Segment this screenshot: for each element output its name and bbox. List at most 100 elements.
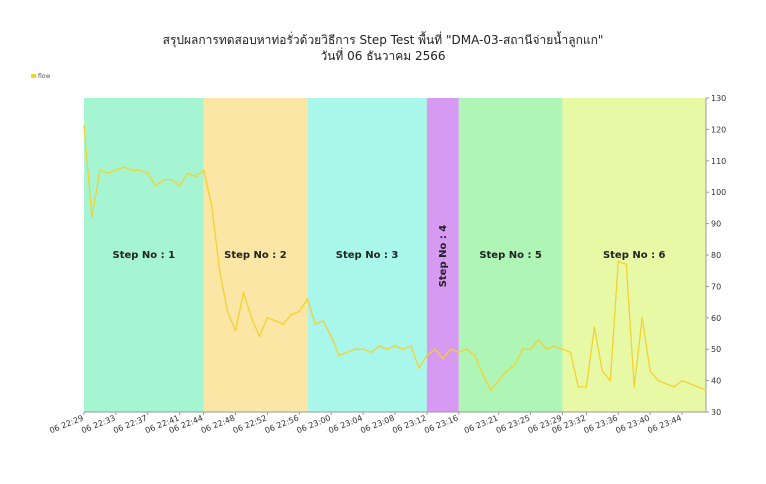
- data-point: [641, 316, 644, 319]
- data-point: [362, 348, 365, 351]
- data-point: [330, 335, 333, 338]
- data-point: [354, 348, 357, 351]
- x-tick-label: 06 23:44: [646, 414, 683, 436]
- x-tick-label: 06 23:21: [463, 414, 500, 436]
- data-point: [346, 351, 349, 354]
- data-point: [234, 329, 237, 332]
- data-point: [505, 370, 508, 373]
- data-point: [394, 345, 396, 347]
- data-point: [186, 172, 189, 175]
- data-point: [457, 351, 460, 354]
- data-point: [314, 323, 317, 325]
- data-point: [481, 373, 484, 376]
- step-band-2: [203, 98, 308, 412]
- data-point: [130, 169, 133, 172]
- x-tick-label: 06 23:36: [582, 414, 619, 436]
- data-point: [609, 379, 612, 382]
- data-point: [617, 260, 620, 263]
- data-point: [521, 348, 524, 351]
- y-tick-label: 110: [711, 157, 726, 166]
- data-point: [665, 382, 668, 385]
- data-point: [689, 382, 691, 385]
- data-point: [529, 348, 532, 351]
- data-point: [242, 291, 245, 294]
- data-point: [218, 269, 221, 272]
- step-label-4: Step No : 4: [438, 225, 449, 288]
- y-tick-label: 80: [711, 251, 721, 260]
- data-point: [274, 320, 277, 322]
- data-point: [633, 385, 636, 388]
- step-band-6: [562, 98, 706, 412]
- y-tick-label: 130: [711, 94, 726, 103]
- data-point: [441, 357, 444, 360]
- data-point: [681, 379, 683, 382]
- legend: flow: [31, 73, 50, 80]
- x-tick-label: 06 23:00: [295, 414, 332, 436]
- x-tick-label: 06 22:52: [232, 414, 269, 436]
- x-tick-label: 06 23:08: [359, 414, 396, 436]
- x-tick-label: 06 22:33: [80, 414, 117, 436]
- data-point: [122, 166, 125, 168]
- data-point: [194, 175, 197, 178]
- y-tick-label: 120: [711, 125, 726, 134]
- data-point: [202, 169, 205, 172]
- data-point: [673, 385, 676, 388]
- x-tick-label: 06 23:25: [495, 414, 532, 436]
- data-point: [593, 326, 596, 329]
- y-axis: 30 40 50 60 70 80 90 100 110 120 130: [705, 94, 726, 417]
- y-tick-label: 60: [711, 314, 721, 323]
- legend-label-flow: flow: [38, 73, 50, 80]
- data-point: [553, 345, 556, 347]
- x-tick-label: 06 22:48: [200, 414, 237, 436]
- data-point: [138, 169, 141, 172]
- data-point: [210, 203, 213, 206]
- step-label-2: Step No : 2: [224, 250, 287, 261]
- data-point: [697, 385, 699, 388]
- step-band-1: [84, 98, 204, 412]
- data-point: [649, 370, 652, 373]
- data-point: [561, 348, 564, 351]
- step-label-5: Step No : 5: [479, 250, 542, 261]
- data-point: [378, 345, 380, 347]
- data-point: [601, 370, 604, 373]
- step-label-3: Step No : 3: [336, 250, 399, 261]
- data-point: [585, 385, 588, 388]
- x-tick-label: 06 23:40: [614, 414, 651, 436]
- y-tick-label: 40: [711, 377, 721, 386]
- data-point: [99, 169, 101, 172]
- step-band-4: [426, 98, 459, 412]
- x-tick-label: 06 22:29: [48, 414, 85, 436]
- data-point: [402, 348, 404, 351]
- data-point: [386, 348, 388, 351]
- data-point: [290, 313, 293, 316]
- data-point: [114, 169, 117, 172]
- y-tick-label: 100: [711, 188, 726, 197]
- data-point: [83, 125, 85, 128]
- data-point: [91, 216, 93, 219]
- data-point: [107, 172, 109, 175]
- data-point: [162, 178, 165, 181]
- step-label-6: Step No : 6: [603, 250, 666, 261]
- data-point: [338, 354, 341, 357]
- data-point: [226, 310, 229, 313]
- data-point: [250, 316, 253, 319]
- step-label-1: Step No : 1: [113, 250, 176, 261]
- data-point: [465, 348, 468, 351]
- data-point: [178, 185, 181, 187]
- legend-swatch-flow: [31, 74, 36, 78]
- data-point: [657, 379, 660, 382]
- data-point: [370, 351, 372, 354]
- data-point: [418, 367, 420, 369]
- y-tick-label: 30: [711, 408, 721, 417]
- data-point: [577, 385, 580, 388]
- data-point: [625, 263, 628, 266]
- data-point: [513, 364, 516, 366]
- data-point: [306, 298, 309, 300]
- data-point: [410, 345, 412, 347]
- x-tick-label: 06 23:16: [423, 414, 460, 436]
- chart-subtitle: วันที่ 06 ธันวาคม 2566: [320, 47, 445, 63]
- step-labels: Step No : 1 Step No : 2 Step No : 3 Step No…: [113, 225, 666, 288]
- x-tick-label: 06 23:12: [391, 414, 428, 436]
